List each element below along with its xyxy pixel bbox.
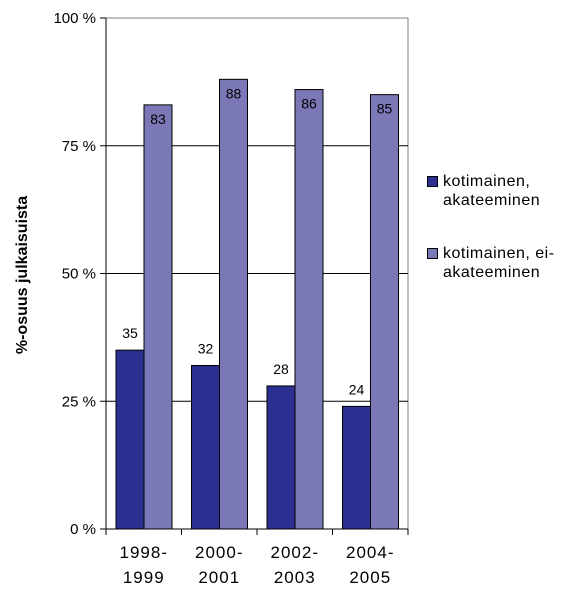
bar-series-2-1 (143, 104, 173, 530)
legend-label-series-1-line-2: akateeminen (443, 192, 541, 209)
legend-swatch-series-1 (427, 176, 438, 187)
x-tick-label-2-line-1: 2000- (195, 543, 243, 562)
x-tick-label-2-line-2: 2001 (198, 568, 240, 587)
axes (100, 17, 409, 535)
data-label-series-1-2: 32 (198, 340, 214, 356)
y-tick-label-100: 100 % (53, 10, 96, 27)
y-tick-label-0: 0 % (70, 521, 96, 538)
x-tick-label-4-line-2: 2005 (349, 568, 391, 587)
data-label-series-1-1: 35 (122, 325, 138, 341)
x-tick-label-1-line-2: 1999 (123, 568, 165, 587)
bar-series-1-1 (115, 349, 145, 530)
data-label-series-2-3: 86 (301, 96, 317, 112)
legend-label-series-2-line-2: akateeminen (443, 264, 541, 281)
data-label-series-1-4: 24 (349, 381, 365, 397)
bar-series-1-3 (266, 385, 296, 530)
y-tick-label-75: 75 % (62, 138, 96, 155)
bars (115, 78, 399, 530)
data-label-series-2-4: 85 (377, 101, 393, 117)
x-tick-label-3-line-1: 2002- (271, 543, 319, 562)
bar-series-1-2 (191, 364, 220, 530)
bar-series-1-4 (342, 405, 371, 530)
y-tick-label-25: 25 % (62, 393, 96, 410)
labels: 0 % 25 % 50 % 75 % 100 % 35 32 28 24 83 88 86 85 1998… (53, 10, 394, 587)
legend: kotimainen, akateeminen kotimainen, ei- … (427, 172, 577, 316)
data-label-series-2-2: 88 (226, 85, 242, 101)
y-tick-label-50: 50 % (62, 266, 96, 283)
legend-swatch-series-2 (427, 248, 438, 259)
legend-item-series-1: kotimainen, akateeminen (427, 172, 577, 210)
bar-series-2-2 (219, 78, 248, 530)
bar-series-2-3 (294, 89, 324, 530)
y-axis-title: %-osuus julkaisuista (14, 196, 31, 354)
data-label-series-2-1: 83 (150, 111, 166, 127)
x-tick-label-4-line-1: 2004- (346, 543, 394, 562)
data-label-series-1-3: 28 (273, 361, 289, 377)
bar-series-2-4 (370, 94, 399, 530)
legend-label-series-1-line-1: kotimainen, (443, 173, 531, 190)
legend-label-series-2-line-1: kotimainen, ei- (443, 245, 555, 262)
legend-item-series-2: kotimainen, ei- akateeminen (427, 244, 577, 282)
x-tick-label-3-line-2: 2003 (274, 568, 316, 587)
x-tick-label-1-line-1: 1998- (120, 543, 168, 562)
